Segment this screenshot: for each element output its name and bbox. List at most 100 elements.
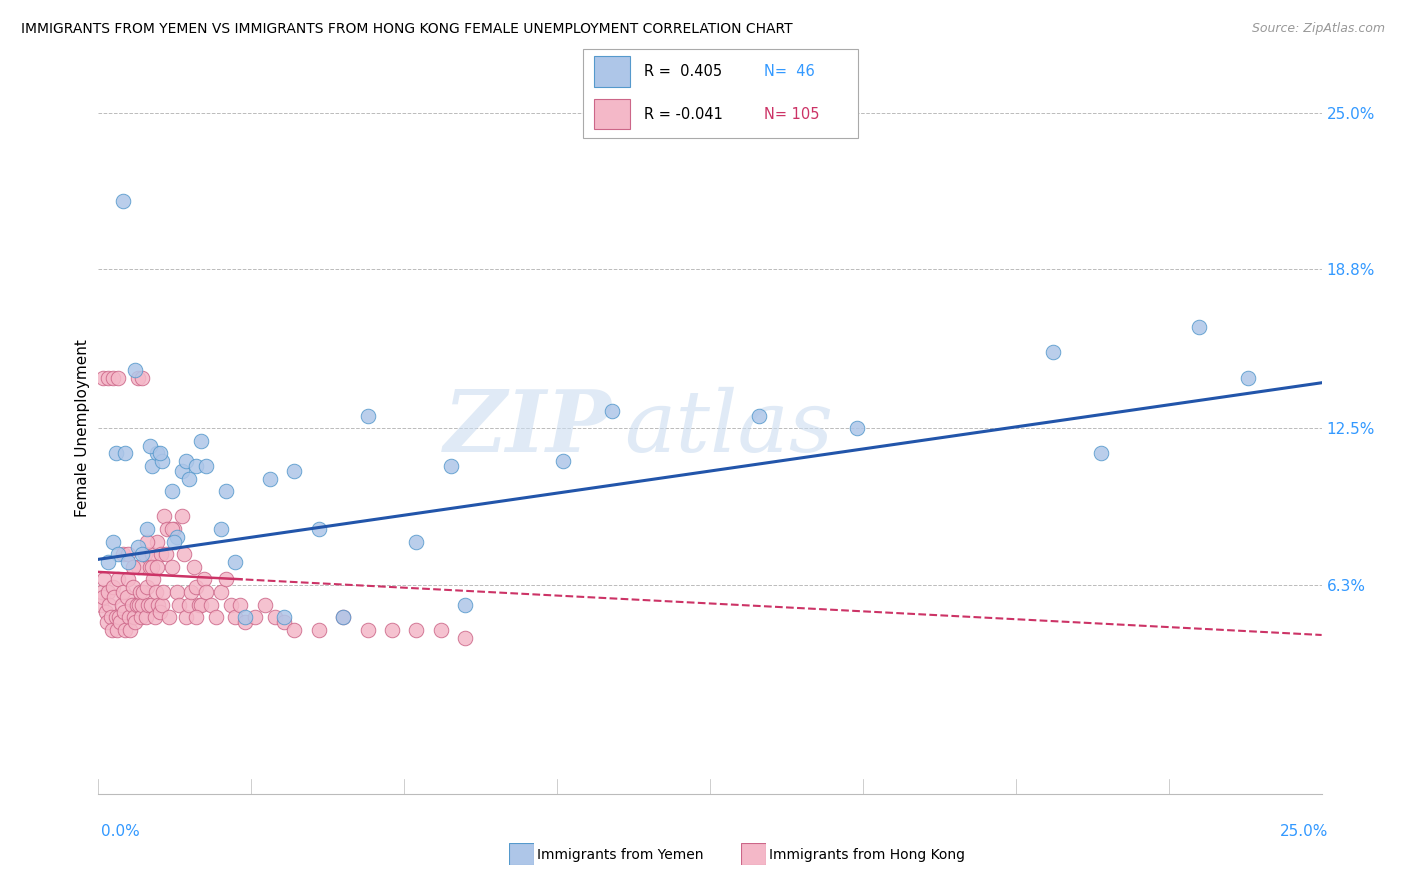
Y-axis label: Female Unemployment: Female Unemployment (75, 339, 90, 517)
Point (135, 610, 157, 624)
Point (145, 585, 167, 599)
Point (187, 598, 209, 612)
Point (141, 560, 163, 574)
Point (101, 623, 124, 637)
Point (167, 598, 190, 612)
Point (110, 615, 132, 630)
Point (141, 547, 163, 561)
Point (332, 610, 354, 624)
Point (273, 610, 295, 624)
Point (146, 534, 169, 549)
Point (177, 598, 200, 612)
Point (1042, 345, 1064, 359)
Point (200, 598, 222, 612)
Point (111, 547, 134, 561)
Point (1237, 370, 1260, 384)
Point (176, 610, 198, 624)
Point (263, 610, 285, 624)
Point (107, 370, 129, 384)
Point (132, 585, 155, 599)
Point (1090, 446, 1112, 460)
Point (163, 534, 186, 549)
Point (209, 585, 232, 599)
FancyBboxPatch shape (741, 843, 766, 865)
Point (150, 598, 173, 612)
Point (259, 472, 281, 486)
Point (118, 610, 141, 624)
Point (97, 370, 120, 384)
Point (600, 403, 623, 417)
Point (283, 623, 305, 637)
Point (131, 598, 153, 612)
Point (150, 454, 173, 468)
Point (149, 605, 172, 619)
Point (152, 585, 174, 599)
Text: ZIP: ZIP (444, 386, 612, 470)
Point (101, 534, 124, 549)
Point (121, 580, 143, 594)
Point (166, 530, 188, 544)
Point (1188, 320, 1211, 334)
Point (143, 610, 166, 624)
Point (97, 555, 120, 569)
Point (153, 509, 176, 524)
Point (186, 580, 208, 594)
Point (845, 421, 868, 435)
Point (430, 623, 453, 637)
Point (160, 522, 183, 536)
Point (224, 610, 246, 624)
Point (97, 585, 120, 599)
Point (103, 590, 125, 604)
Point (117, 547, 139, 561)
Point (209, 522, 232, 536)
Point (156, 522, 179, 536)
Point (114, 623, 136, 637)
Point (124, 615, 146, 630)
Point (214, 484, 236, 499)
Text: N=  46: N= 46 (765, 64, 815, 78)
Point (131, 547, 153, 561)
Point (134, 547, 156, 561)
Point (111, 585, 134, 599)
Point (157, 610, 180, 624)
Point (122, 610, 145, 624)
Point (356, 409, 378, 423)
Point (233, 610, 256, 624)
Point (136, 580, 159, 594)
Text: Immigrants from Hong Kong: Immigrants from Hong Kong (769, 847, 965, 862)
Point (205, 610, 228, 624)
Point (381, 623, 404, 637)
Text: atlas: atlas (624, 387, 834, 469)
Point (127, 370, 149, 384)
Point (129, 585, 152, 599)
Point (93, 573, 115, 587)
Point (405, 534, 427, 549)
Point (96, 615, 118, 630)
Point (120, 623, 142, 637)
Point (454, 598, 477, 612)
Point (356, 623, 378, 637)
Point (190, 434, 212, 448)
Point (214, 573, 236, 587)
Point (91, 590, 114, 604)
Point (136, 598, 159, 612)
Text: IMMIGRANTS FROM YEMEN VS IMMIGRANTS FROM HONG KONG FEMALE UNEMPLOYMENT CORRELATI: IMMIGRANTS FROM YEMEN VS IMMIGRANTS FROM… (21, 22, 793, 37)
Point (183, 560, 205, 574)
Point (195, 458, 218, 473)
Point (107, 573, 129, 587)
FancyBboxPatch shape (583, 49, 858, 138)
Point (107, 547, 129, 561)
Point (186, 458, 208, 473)
Point (173, 547, 195, 561)
Point (170, 464, 193, 478)
Point (121, 598, 143, 612)
Text: 25.0%: 25.0% (1281, 824, 1329, 838)
Point (308, 522, 330, 536)
Point (186, 610, 208, 624)
FancyBboxPatch shape (595, 99, 630, 129)
Point (90, 598, 112, 612)
Point (160, 560, 183, 574)
Point (105, 623, 128, 637)
Point (101, 370, 124, 384)
Point (219, 598, 242, 612)
